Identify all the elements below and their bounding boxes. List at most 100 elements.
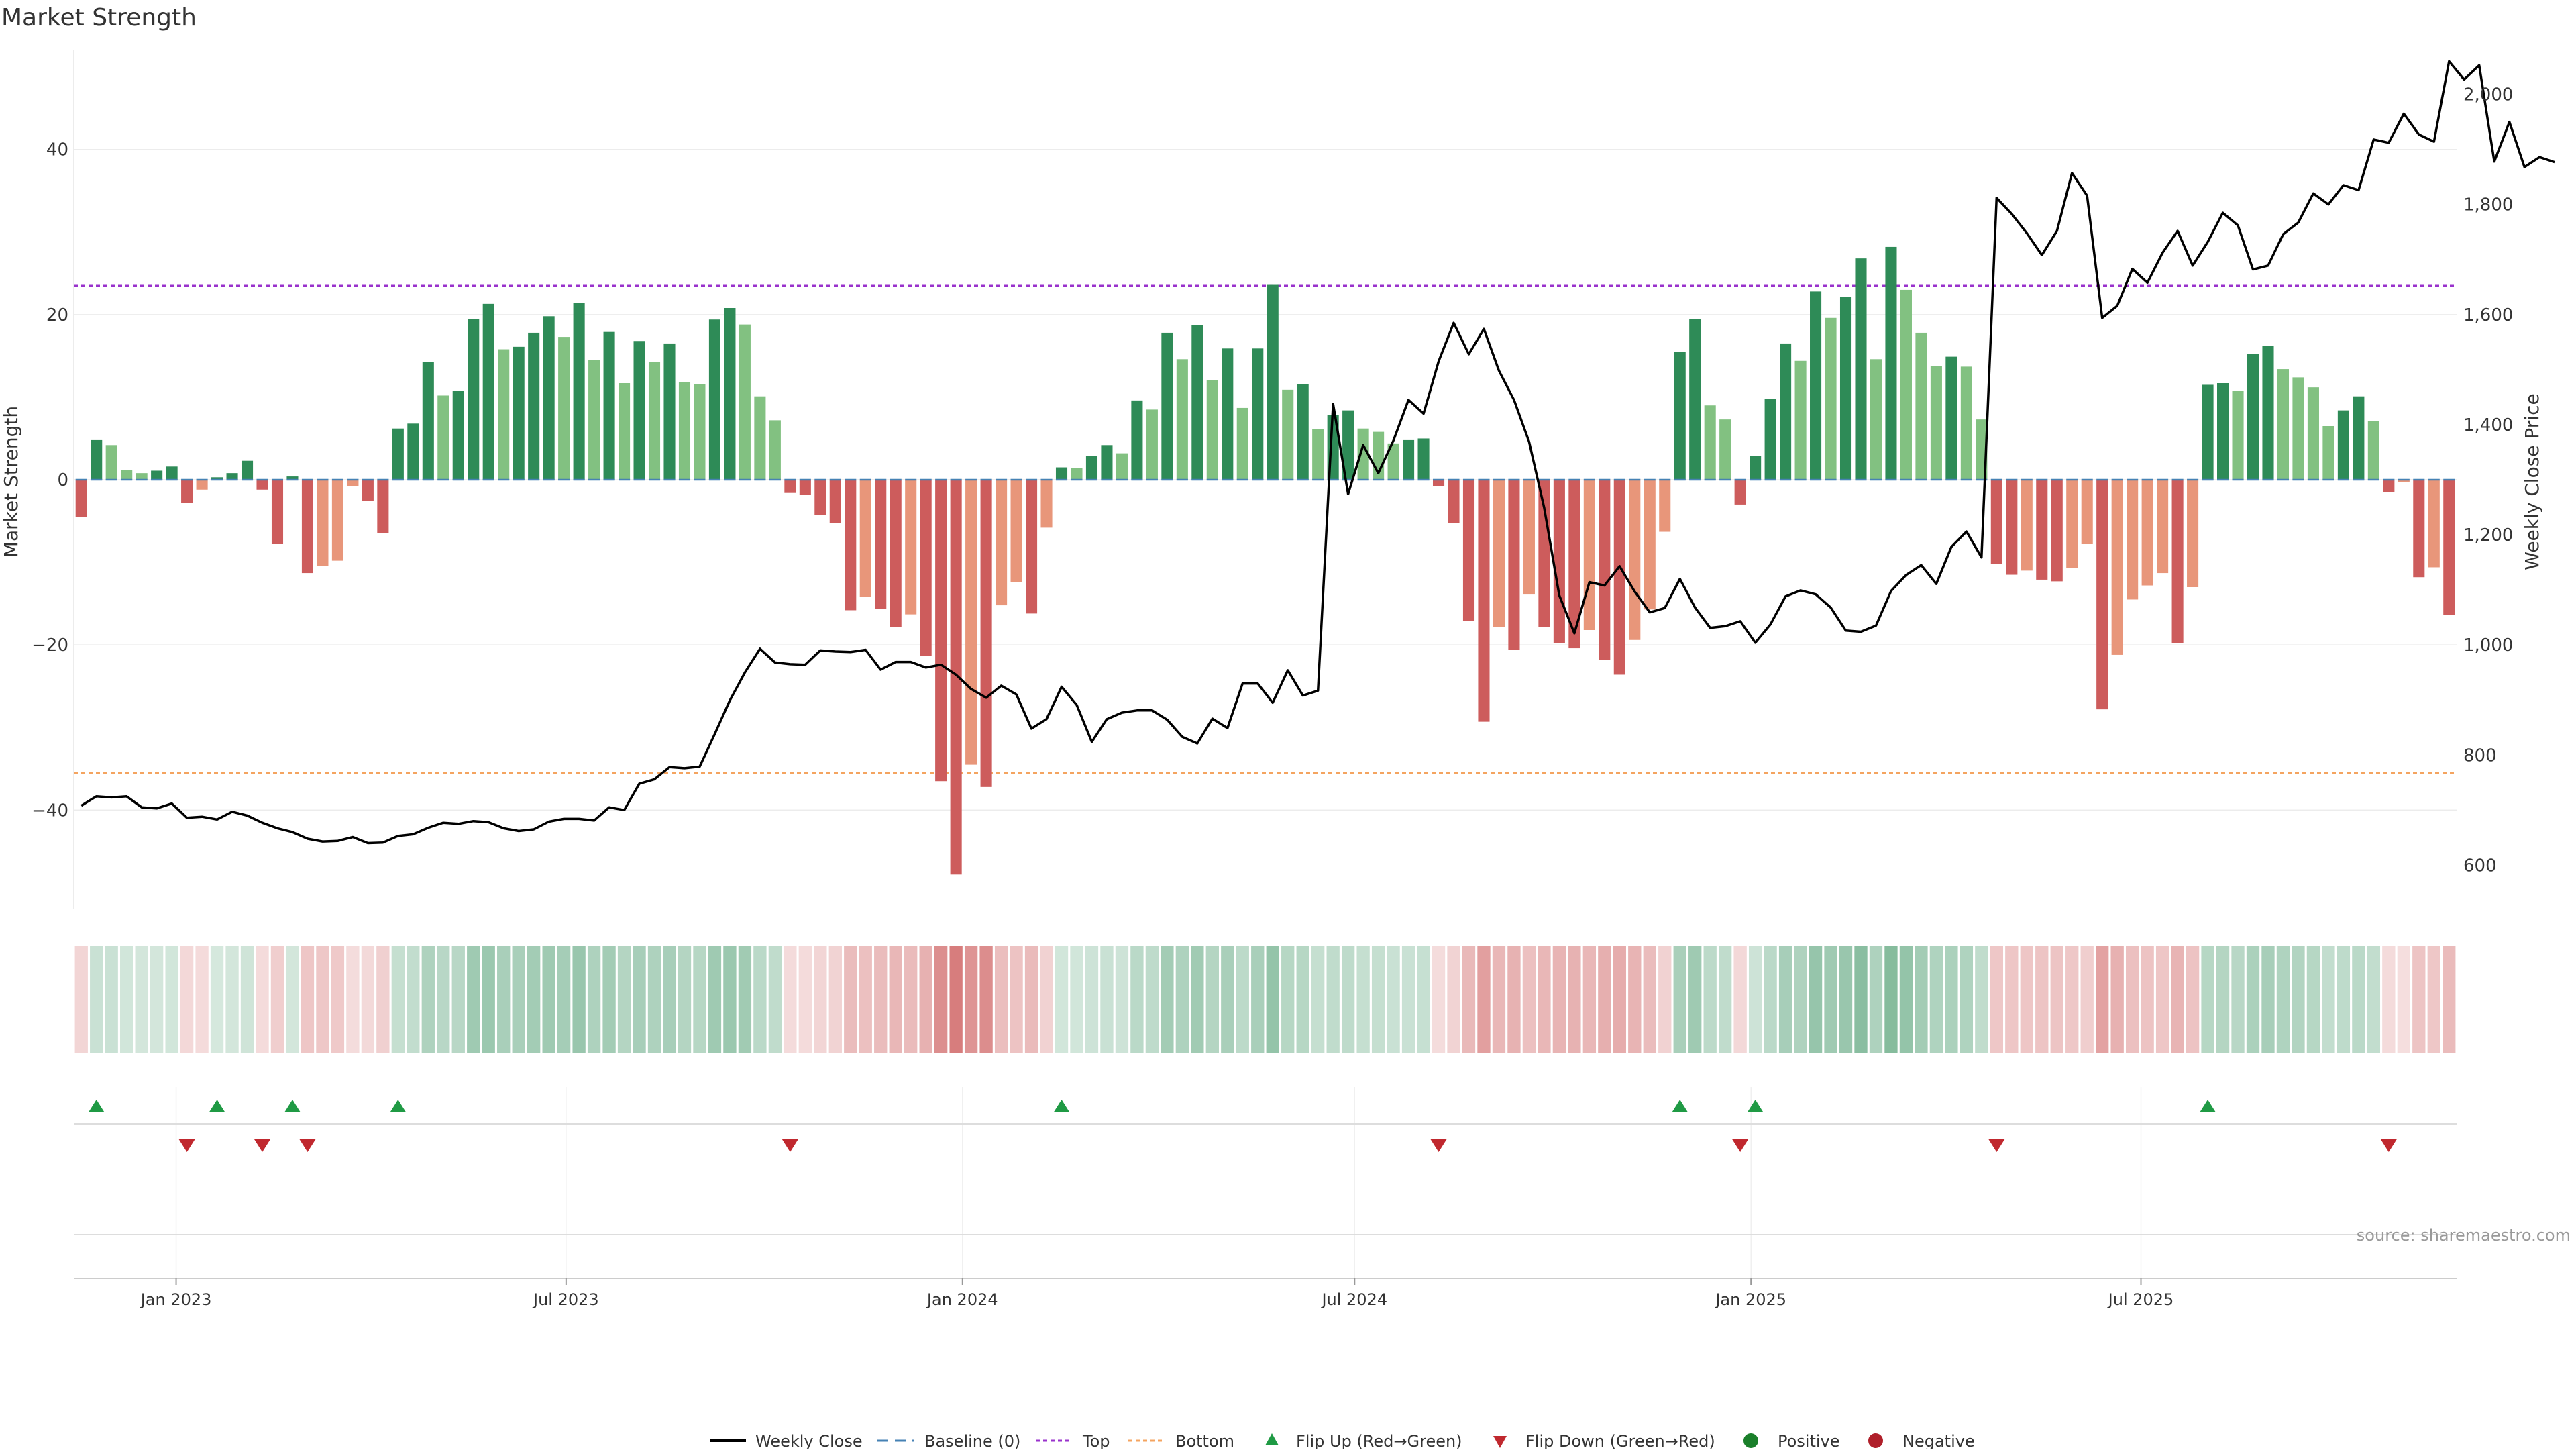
heat-cell	[150, 946, 164, 1053]
heat-cell	[195, 946, 209, 1053]
strength-bar	[905, 480, 917, 615]
heat-cell	[2443, 946, 2456, 1053]
heat-cell	[994, 946, 1008, 1053]
flip-up-icon	[209, 1100, 225, 1112]
strength-bar	[1267, 284, 1279, 480]
strength-bar	[859, 480, 871, 597]
strength-bar	[784, 480, 796, 493]
strength-bar	[1206, 380, 1218, 480]
strength-bar	[452, 391, 464, 480]
heat-cell	[1628, 946, 1642, 1053]
strength-bar	[694, 384, 706, 480]
heat-cell	[1175, 946, 1189, 1053]
heat-cell	[1085, 946, 1099, 1053]
strength-bar	[1493, 480, 1505, 627]
heat-cell	[1010, 946, 1023, 1053]
heat-cell	[1387, 946, 1400, 1053]
x-tick-label: Jul 2024	[1320, 1290, 1387, 1309]
heat-cell	[617, 946, 631, 1053]
flip-down-icon	[178, 1139, 195, 1152]
strength-bar	[377, 480, 389, 533]
legend-negative: Negative	[1902, 1432, 1975, 1449]
strength-bar	[1900, 289, 1912, 480]
heat-cell	[1236, 946, 1249, 1053]
strength-bar	[1659, 480, 1671, 532]
strength-bar	[965, 480, 977, 765]
flip-down-icon	[1430, 1139, 1447, 1152]
strength-bar	[1674, 352, 1686, 480]
heat-cell	[1703, 946, 1717, 1053]
strength-bar	[678, 382, 691, 480]
heat-cell	[979, 946, 993, 1053]
heat-cell	[1356, 946, 1370, 1053]
heat-cell	[1552, 946, 1566, 1053]
heat-cell	[1854, 946, 1868, 1053]
heat-cell	[391, 946, 405, 1053]
strength-bar	[633, 341, 645, 480]
heat-cell	[1839, 946, 1853, 1053]
strength-bar	[1071, 468, 1083, 480]
heat-cell	[784, 946, 797, 1053]
heat-cell	[180, 946, 194, 1053]
heat-cell	[1643, 946, 1656, 1053]
flip-down-icon	[254, 1139, 271, 1152]
heat-cell	[1945, 946, 1958, 1053]
heat-cell	[301, 946, 315, 1053]
strength-bar	[708, 319, 720, 480]
strength-bar	[1085, 456, 1098, 480]
strength-bar	[2262, 346, 2274, 480]
strength-bar	[392, 428, 404, 480]
strength-bar	[2171, 480, 2184, 643]
heat-cell	[2231, 946, 2245, 1053]
heat-cell	[904, 946, 918, 1053]
heat-cell	[1311, 946, 1325, 1053]
strength-bar	[1342, 410, 1354, 480]
threshold-lines	[74, 284, 2457, 774]
heat-cell	[1145, 946, 1159, 1053]
strength-bar	[2141, 480, 2153, 586]
heat-cell	[859, 946, 872, 1053]
strength-bar	[75, 480, 87, 517]
strength-bar	[1146, 409, 1158, 480]
heat-cell	[2171, 946, 2184, 1053]
left-tick-label: 0	[57, 470, 68, 490]
strength-bar	[1252, 348, 1264, 480]
strength-bar	[2096, 480, 2108, 710]
right-axis-ticks: 2,000 1,800 1,600 1,400 1,200 1,000 800 600	[2463, 85, 2513, 876]
right-tick-label: 1,000	[2463, 635, 2513, 656]
price-line-group	[80, 60, 2555, 845]
heat-cell	[889, 946, 902, 1053]
strength-bar	[1191, 325, 1203, 480]
left-tick-label: −40	[32, 800, 68, 821]
heat-cell	[2352, 946, 2365, 1053]
heat-cell	[482, 946, 495, 1053]
x-tick-label: Jul 2023	[532, 1290, 599, 1309]
heat-cell	[1251, 946, 1265, 1053]
heat-cell	[210, 946, 224, 1053]
strength-bar	[603, 331, 615, 480]
x-tick-label: Jan 2023	[140, 1290, 212, 1309]
left-axis-label: Market Strength	[0, 406, 22, 558]
strength-bar	[1282, 389, 1294, 480]
left-axis-ticks: 40 20 0 −20 −40	[32, 50, 74, 909]
strength-bar	[573, 303, 585, 480]
strength-bar	[1583, 480, 1595, 630]
heat-cell	[1884, 946, 1898, 1053]
strength-bar	[1794, 360, 1807, 480]
heat-cell	[964, 946, 978, 1053]
strength-bar	[2307, 387, 2319, 480]
heat-cell	[1673, 946, 1686, 1053]
heat-cell	[256, 946, 269, 1053]
strength-bar	[1990, 480, 2002, 564]
heat-cell	[407, 946, 420, 1053]
strength-bar	[241, 460, 254, 480]
heat-cell	[2246, 946, 2260, 1053]
strength-bar	[739, 324, 751, 480]
heat-cell	[1024, 946, 1038, 1053]
heat-cell	[1899, 946, 1913, 1053]
strength-bar	[814, 480, 826, 515]
heat-cell	[1462, 946, 1476, 1053]
legend-baseline: Baseline (0)	[924, 1432, 1020, 1449]
flip-up-icon	[390, 1100, 407, 1112]
heat-cell	[1538, 946, 1551, 1053]
